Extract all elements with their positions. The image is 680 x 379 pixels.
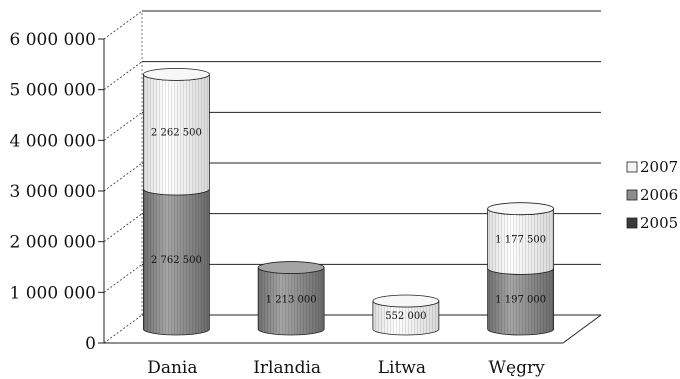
cylinder-Litwa: 552 000: [372, 294, 440, 336]
side-wall-line: [103, 112, 143, 141]
data-label: 1 197 000: [495, 295, 546, 306]
data-label: 2 262 500: [151, 128, 202, 139]
x-axis-category-labels: Dania Irlandia Litwa Węgry: [147, 358, 545, 378]
bar-top-cap: [142, 68, 210, 81]
y-tick-label: 1 000 000: [9, 283, 96, 303]
y-tick-label: 5 000 000: [9, 81, 96, 101]
bar-top-cap: [487, 202, 555, 216]
bars: 2 762 500 2 262 500 1 213 000 552 000 1 197 …: [142, 68, 555, 336]
floor-right-edge: [562, 314, 602, 344]
side-wall-line: [103, 61, 143, 90]
side-wall-line: [103, 10, 143, 40]
legend-entry-2006: 2006: [626, 186, 678, 204]
category-label: Dania: [147, 358, 197, 378]
legend-swatch: [626, 161, 638, 173]
category-label: Irlandia: [253, 358, 321, 378]
bar-texture-2006: [258, 267, 325, 335]
legend-entry-2007: 2007: [626, 158, 678, 176]
cylinder-Dania: 2 762 500 2 262 500: [142, 68, 210, 336]
legend-label: 2007: [640, 158, 678, 176]
bar-texture-2006: [143, 189, 210, 335]
y-tick-label: 6 000 000: [9, 30, 96, 50]
legend-entry-2005: 2005: [626, 214, 678, 232]
data-label: 552 000: [385, 311, 426, 322]
bar-texture-2007: [487, 208, 554, 275]
side-wall-line: [103, 213, 143, 242]
y-axis-tick-labels: 0 1 000 000 2 000 000 3 000 000 4 000 000 5 0…: [9, 30, 96, 354]
bar-texture-2006: [487, 268, 554, 335]
data-label: 1 177 500: [495, 235, 546, 246]
legend-label: 2005: [640, 214, 678, 232]
legend-swatch: [626, 189, 638, 201]
y-tick-label: 2 000 000: [9, 233, 96, 253]
legend: 2007 2006 2005: [626, 158, 678, 232]
data-label: 1 213 000: [266, 294, 317, 305]
y-tick-label: 4 000 000: [9, 131, 96, 151]
bar-top-cap: [372, 294, 440, 308]
side-wall-line: [103, 162, 143, 192]
legend-swatch: [626, 217, 638, 229]
bar-texture-2007: [372, 301, 439, 335]
y-tick-label: 3 000 000: [9, 182, 96, 202]
side-wall-line: [103, 264, 143, 293]
category-label: Węgry: [489, 358, 546, 378]
bar-texture-2007: [143, 74, 210, 196]
category-label: Litwa: [378, 358, 426, 378]
data-label: 2 762 500: [151, 255, 202, 266]
cylinder-Węgry: 1 197 000 1 177 500: [487, 202, 555, 336]
cylinder-Irlandia: 1 213 000: [257, 261, 325, 336]
bar-top-cap: [257, 261, 325, 274]
legend-label: 2006: [640, 186, 678, 204]
y-tick-label: 0: [85, 334, 96, 354]
side-wall-line: [103, 314, 143, 344]
